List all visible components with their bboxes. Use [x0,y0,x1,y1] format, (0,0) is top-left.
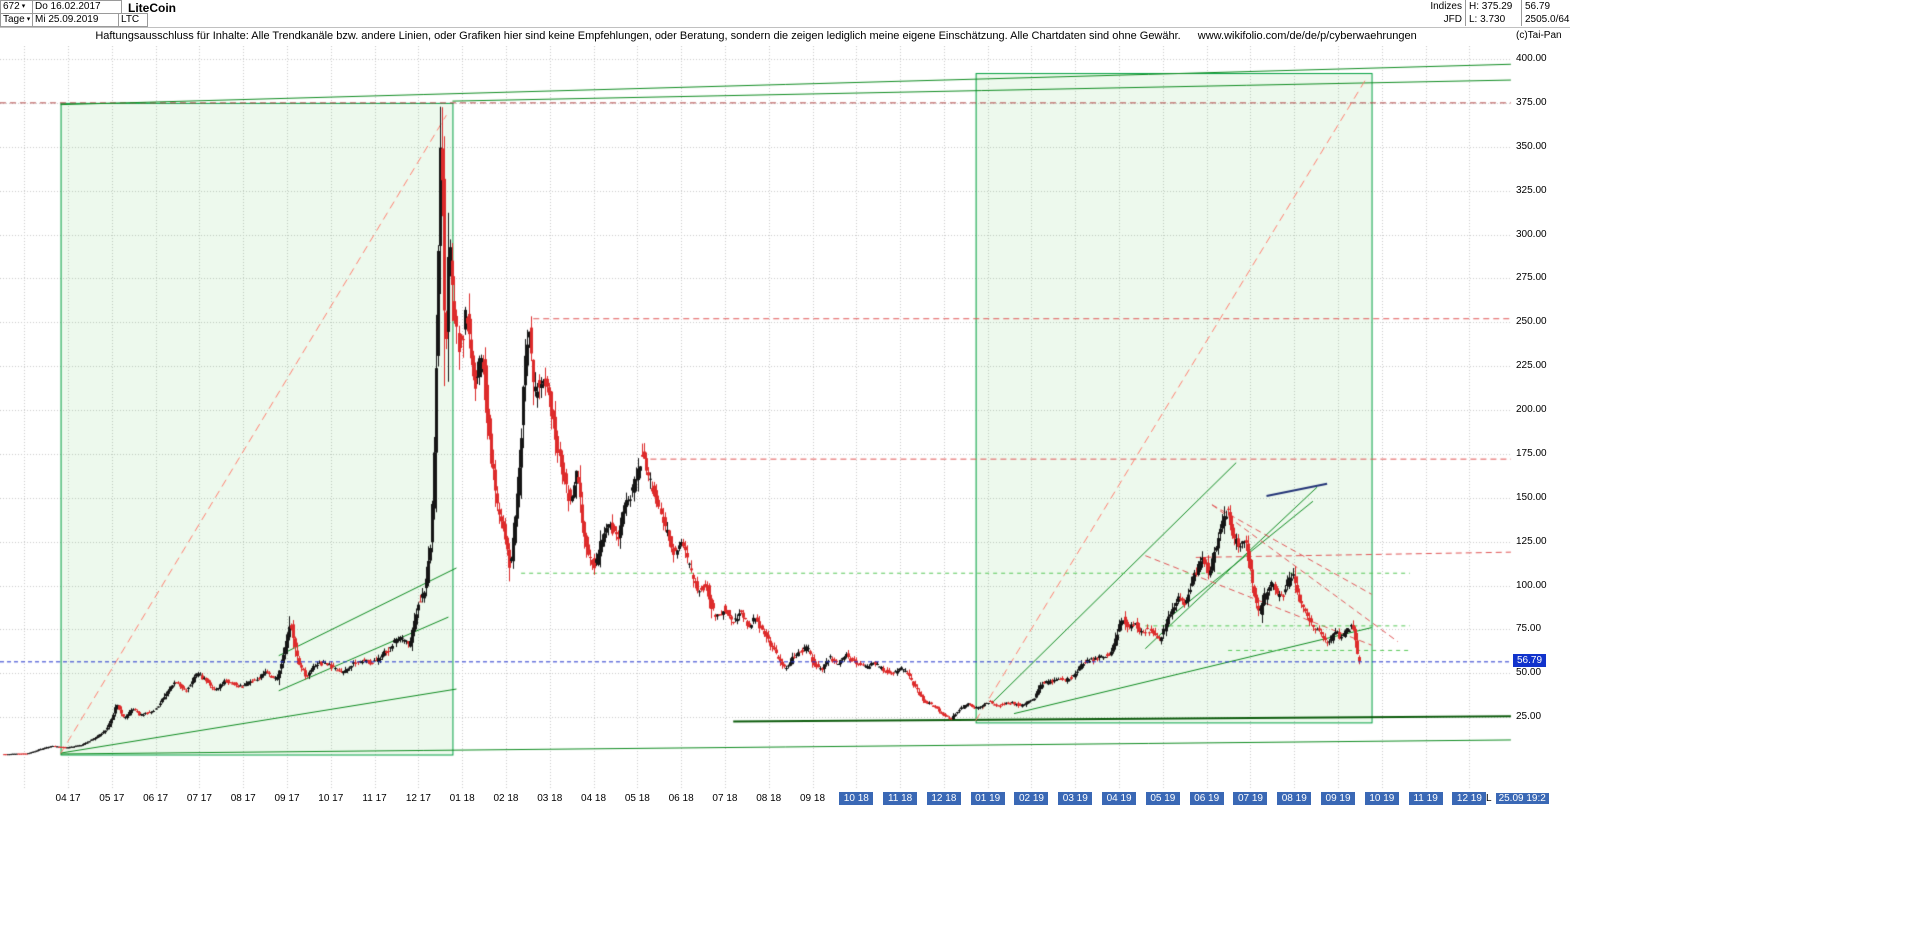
period-value: Tage [3,14,25,25]
current-price-tag: 56.79 [1513,654,1547,668]
x-axis-label: 10 19 [1364,792,1399,805]
y-axis-label: 275.00 [1516,272,1547,284]
instrument-title: LiteCoin [128,1,176,15]
y-axis-label: 75.00 [1516,623,1542,635]
x-axis-label: 07 17 [186,793,212,804]
y-axis-label: 225.00 [1516,360,1547,372]
x-axis-label: 03 18 [537,793,563,804]
x-axis-label: 11 17 [362,793,387,804]
disclaimer-url: www.wikifolio.com/de/de/p/cyberwaehrunge… [1197,30,1417,42]
x-axis-label: 08 17 [230,793,256,804]
stats-high: H: 375.29 [1465,0,1521,13]
stats-provider: JFD [1443,14,1462,25]
x-axis-label: 01 18 [449,793,475,804]
x-axis-label: 12 19 [1452,792,1487,805]
y-axis-label: 325.00 [1516,184,1547,196]
last-marker: L [1486,793,1492,804]
dropdown-arrow-icon: ▾ [26,16,31,23]
stats-low: L: 3.730 [1465,13,1521,26]
x-axis-label: 05 18 [624,793,650,804]
y-axis-label: 250.00 [1516,316,1547,328]
bars-count-dropdown[interactable]: 672 ▾ [0,0,36,14]
stats-group: Indizes [1430,1,1462,12]
x-axis-label: 04 18 [581,793,607,804]
header-divider [0,27,1570,28]
x-axis-label: 12 18 [926,792,961,805]
y-axis-label: 175.00 [1516,447,1547,459]
y-axis-label: 50.00 [1516,667,1542,679]
x-axis-label: 04 19 [1102,792,1137,805]
disclaimer-text: Haftungsausschluss für Inhalte: Alle Tre… [0,30,1512,42]
y-axis-label: 200.00 [1516,404,1547,415]
x-axis-label: 06 19 [1189,792,1224,805]
x-axis-label: 02 18 [493,793,519,804]
y-axis-label: 400.00 [1516,53,1547,64]
copyright-label: (c)Tai-Pan [1516,30,1562,41]
x-axis-label: 07 19 [1233,792,1268,805]
x-axis-label: 08 18 [756,793,782,804]
quote-stats: Indizes H: 375.29 56.79 JFD L: 3.730 250… [1418,0,1570,26]
y-axis-label: 375.00 [1516,96,1547,108]
dropdown-arrow-icon: ▾ [21,3,26,10]
x-axis-label: 02 19 [1014,792,1049,805]
x-axis-label: 09 18 [800,793,826,804]
disclaimer-main: Haftungsausschluss für Inhalte: Alle Tre… [95,30,1181,42]
price-chart-canvas[interactable] [0,46,1570,790]
y-axis-label: 150.00 [1516,491,1547,503]
stats-last: 56.79 [1521,0,1570,13]
x-axis-label: 04 17 [55,793,81,804]
period-dropdown[interactable]: Tage ▾ [0,13,36,27]
last-update: L 25.09 19:2 [1486,792,1549,805]
x-axis-label: 10 18 [839,792,874,805]
y-axis-label: 100.00 [1516,579,1547,591]
x-axis-label: 05 19 [1145,792,1180,805]
x-axis-label: 11 19 [1408,792,1443,805]
x-axis-label: 07 18 [712,793,738,804]
x-axis-label: 12 17 [405,793,431,804]
x-axis-label: 05 17 [99,793,125,804]
y-axis-label: 25.00 [1516,711,1542,723]
x-axis-label: 09 17 [274,793,300,804]
last-update-timestamp: 25.09 19:2 [1495,793,1549,804]
date-from-field[interactable]: Do 16.02.2017 [32,0,122,14]
stats-extra: 2505.0/64 [1521,13,1570,26]
y-axis-label: 125.00 [1516,535,1547,547]
x-axis-label: 10 17 [318,793,344,804]
y-axis-label: 300.00 [1516,228,1547,240]
date-to-field[interactable]: Mi 25.09.2019 [32,13,122,27]
bars-count-value: 672 [3,1,20,12]
x-axis-label: 09 19 [1321,792,1356,805]
x-axis-label: 11 18 [883,792,918,805]
y-axis-label: 350.00 [1516,140,1547,152]
x-axis-label: 01 19 [970,792,1005,805]
x-axis-label: 06 17 [143,793,169,804]
x-axis-label: 03 19 [1058,792,1093,805]
x-axis-label: 08 19 [1277,792,1312,805]
x-axis-label: 06 18 [668,793,694,804]
symbol-field[interactable]: LTC [118,13,148,27]
